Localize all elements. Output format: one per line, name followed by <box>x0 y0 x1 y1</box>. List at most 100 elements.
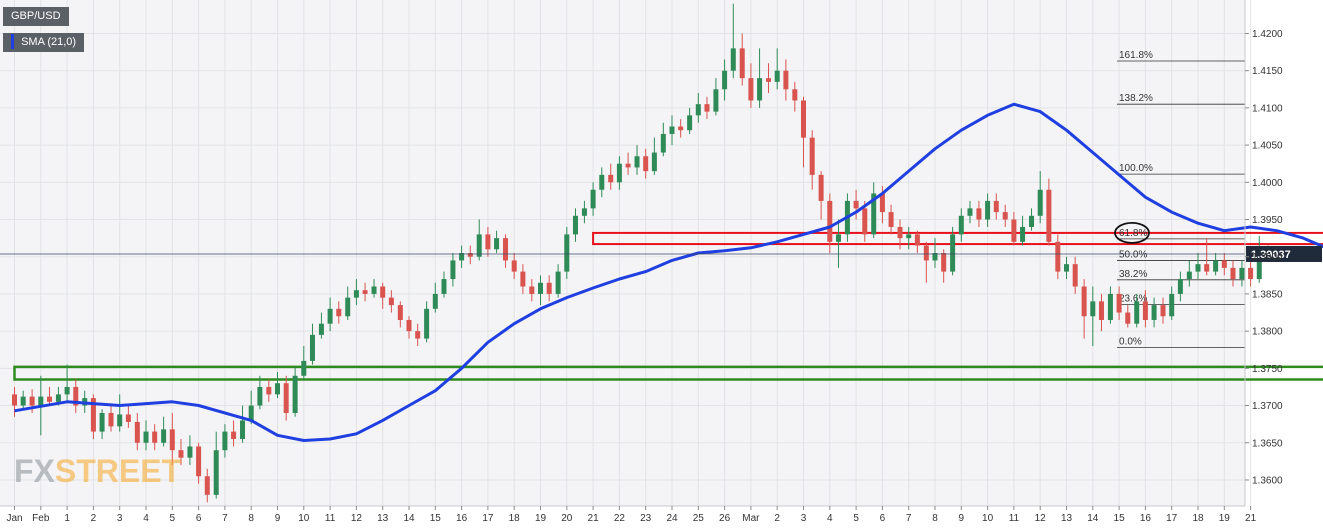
fib-level-label: 161.8% <box>1119 50 1153 61</box>
candle-body <box>117 414 123 427</box>
x-tick-label: 6 <box>880 513 886 524</box>
candle-body <box>564 234 570 272</box>
candle-body <box>459 253 465 261</box>
candle-body <box>1177 279 1183 294</box>
candle-body <box>993 200 999 213</box>
candle-body <box>143 431 149 443</box>
resistance-zone <box>592 231 1323 246</box>
watermark-text: FXSTREET <box>14 453 182 489</box>
y-tick-label: 1.3700 <box>1252 401 1283 412</box>
candle-body <box>283 383 289 413</box>
candle-body <box>240 420 246 440</box>
candle-body <box>871 193 877 235</box>
x-tick-label: 16 <box>456 513 468 524</box>
x-tick-label: 23 <box>640 513 652 524</box>
candle-body <box>1037 189 1043 216</box>
candle-body <box>1046 189 1052 242</box>
x-tick-label: 1 <box>64 513 70 524</box>
candle-body <box>301 360 307 376</box>
x-tick-label: 7 <box>222 513 228 524</box>
candle-body <box>275 383 280 395</box>
x-tick-label: 13 <box>1061 513 1073 524</box>
price-line-group: 1.39037 <box>0 245 1322 262</box>
candle-body <box>853 200 859 209</box>
x-tick-label: 18 <box>1192 513 1204 524</box>
candle-body <box>494 238 500 250</box>
y-tick-label: 1.4000 <box>1252 178 1283 189</box>
candle-body <box>29 396 35 406</box>
x-tick-label: 3 <box>117 513 123 524</box>
candle-body <box>125 414 131 422</box>
plot-background <box>0 0 1245 506</box>
candle-body <box>161 429 167 443</box>
candle-body <box>722 70 728 90</box>
candle-body <box>169 429 175 451</box>
candle-body <box>766 78 772 82</box>
candle-body <box>599 174 605 190</box>
candle-body <box>20 396 26 406</box>
candle-body <box>248 405 254 421</box>
x-tick-label: 8 <box>932 513 938 524</box>
candle-body <box>757 78 763 101</box>
x-tick-label: 12 <box>1035 513 1047 524</box>
candles <box>12 3 1271 503</box>
candle-body <box>388 297 394 306</box>
candle-body <box>503 238 509 261</box>
candle-body <box>1186 271 1192 280</box>
legend-symbol-label: GBP/USD <box>11 10 61 22</box>
x-tick-label: 6 <box>196 513 202 524</box>
sma-line <box>14 102 1323 442</box>
candle-body <box>1169 293 1175 317</box>
current-price-label: 1.39037 <box>1251 249 1291 261</box>
fib-level-label: 50.0% <box>1119 249 1147 260</box>
candle-body <box>914 234 920 246</box>
legend-symbol[interactable]: GBP/USD <box>3 7 69 26</box>
x-tick-label: Mar <box>742 513 760 524</box>
candle-body <box>424 308 430 339</box>
legend-indicator[interactable]: SMA (21,0) <box>3 33 85 52</box>
candle-body <box>1072 264 1078 287</box>
x-tick-label: 20 <box>561 513 573 524</box>
candle-body <box>581 208 587 216</box>
candle-body <box>827 200 833 242</box>
x-tick-label: Feb <box>32 513 50 524</box>
y-tick-label: 1.3850 <box>1252 289 1283 300</box>
x-tick-label: 10 <box>982 513 994 524</box>
candle-body <box>1195 264 1201 272</box>
candle-body <box>616 163 622 183</box>
candle-body <box>923 245 929 261</box>
y-tick-label: 1.3950 <box>1252 215 1283 226</box>
x-tick-label: 4 <box>827 513 833 524</box>
candle-body <box>73 386 79 406</box>
y-tick-label: 1.3750 <box>1252 364 1283 375</box>
candle-body <box>1090 301 1096 317</box>
candle-body <box>651 152 657 172</box>
candle-body <box>546 282 552 294</box>
x-tick-label: 17 <box>482 513 494 524</box>
candle-body <box>1064 264 1069 272</box>
y-tick-label: 1.3900 <box>1252 252 1283 263</box>
fib-level-label: 61.8% <box>1119 228 1147 239</box>
candle-body <box>64 386 70 395</box>
candle-body <box>538 282 543 294</box>
candle-body <box>152 431 158 443</box>
candle-body <box>353 290 359 298</box>
candle-body <box>336 308 342 317</box>
x-tick-label: 11 <box>325 513 336 524</box>
candle-body <box>432 293 438 309</box>
x-tick-label: 25 <box>693 513 705 524</box>
candle-body <box>739 48 745 79</box>
candle-body <box>792 89 798 101</box>
candle-body <box>529 286 535 294</box>
candle-body <box>46 396 52 402</box>
candle-body <box>12 394 17 406</box>
candle-body <box>231 431 237 440</box>
candle-body <box>520 271 526 287</box>
candle-body <box>1098 301 1104 320</box>
candle-body <box>99 412 105 432</box>
fib-level-label: 100.0% <box>1119 163 1153 174</box>
candle-body <box>1151 305 1157 320</box>
candle-body <box>38 396 44 406</box>
